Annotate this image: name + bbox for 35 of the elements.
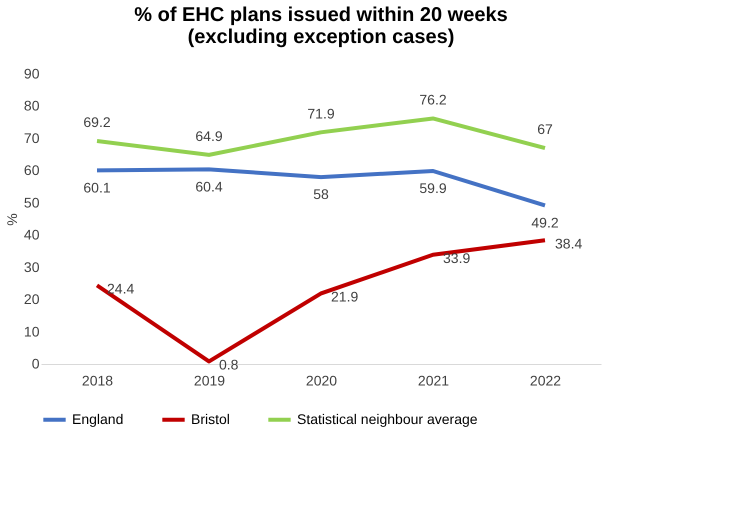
data-label: 33.9 (443, 250, 470, 266)
data-label: 58 (313, 186, 329, 202)
x-tick-label: 2020 (306, 372, 338, 388)
y-tick-label: 20 (24, 291, 40, 308)
chart-title: % of EHC plans issued within 20 weeks (excluding exception cases) (134, 4, 508, 48)
data-label: 0.8 (219, 356, 239, 372)
y-tick-label: 90 (24, 66, 40, 82)
y-tick-label: 80 (24, 98, 40, 114)
y-tick-label: 40 (24, 226, 40, 243)
data-label: 69.2 (83, 114, 111, 130)
data-label: 60.1 (83, 179, 111, 196)
data-label: 60.4 (195, 178, 223, 194)
x-tick-label: 2021 (418, 372, 450, 388)
data-label: 21.9 (331, 288, 358, 304)
data-label: 67 (537, 121, 553, 138)
y-tick-label: 30 (24, 258, 40, 275)
data-label: 38.4 (555, 235, 582, 252)
legend-label: England (72, 410, 124, 427)
data-label: 71.9 (307, 105, 335, 122)
x-tick-label: 2018 (82, 372, 114, 388)
legend-label: Statistical neighbour average (297, 410, 478, 427)
data-label: 76.2 (419, 91, 447, 108)
data-label: 49.2 (531, 214, 559, 230)
y-tick-label: 0 (32, 356, 40, 372)
legend-label: Bristol (191, 410, 230, 427)
data-label: 59.9 (419, 180, 447, 196)
y-tick-label: 60 (24, 162, 40, 178)
y-tick-label: 70 (24, 130, 40, 146)
y-axis-title: % (4, 213, 20, 226)
x-tick-label: 2019 (194, 372, 226, 388)
y-tick-label: 50 (24, 194, 40, 210)
x-tick-label: 2022 (530, 372, 562, 388)
data-label: 64.9 (195, 128, 223, 144)
data-label: 24.4 (107, 280, 134, 296)
y-tick-label: 10 (24, 323, 40, 340)
